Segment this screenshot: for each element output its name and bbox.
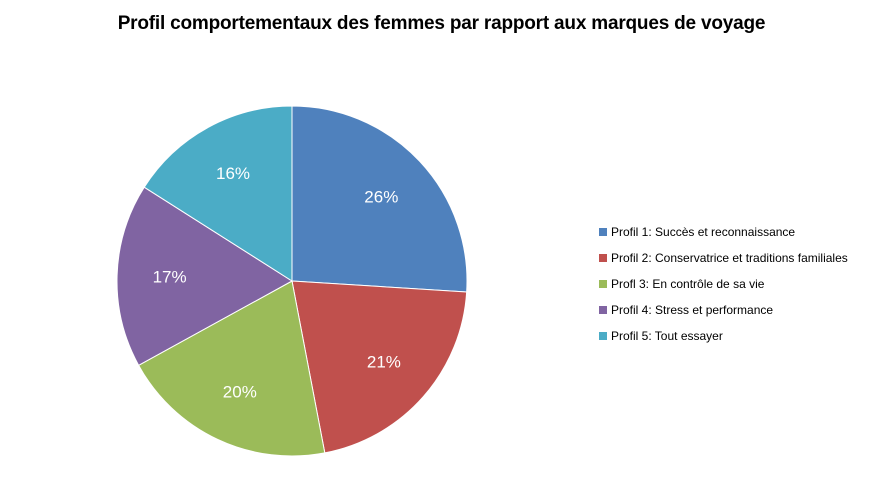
legend-swatch-profil-2 [599, 254, 607, 262]
legend: Profil 1: Succès et reconnaissance Profi… [599, 219, 848, 349]
pie-slice-profil-5 [143, 105, 293, 282]
legend-swatch-profil-1 [599, 228, 607, 236]
pie-slice-profil-2 [291, 280, 468, 454]
legend-label-profil-5: Profil 5: Tout essayer [611, 329, 723, 343]
data-label-profil-3: 20% [223, 382, 257, 401]
legend-label-profil-3: Profl 3: En contrôle de sa vie [611, 277, 765, 291]
legend-swatch-profil-3 [599, 280, 607, 288]
data-label-profil-4: 17% [153, 268, 187, 287]
legend-label-profil-2: Profil 2: Conservatrice et traditions fa… [611, 251, 848, 265]
pie-slice-profil-4 [116, 186, 293, 366]
legend-label-profil-4: Profil 4: Stress et performance [611, 303, 774, 317]
legend-item-profil-4: Profil 4: Stress et performance [599, 297, 848, 323]
data-label-profil-1: 26% [364, 188, 398, 207]
pie-slices [116, 105, 468, 457]
pie-slice-profil-3 [137, 280, 326, 457]
data-label-profil-2: 21% [367, 353, 401, 372]
legend-swatch-profil-5 [599, 332, 607, 340]
legend-item-profil-3: Profl 3: En contrôle de sa vie [599, 271, 848, 297]
pie-slice-profil-1 [291, 105, 468, 293]
legend-item-profil-1: Profil 1: Succès et reconnaissance [599, 219, 848, 245]
legend-swatch-profil-4 [599, 306, 607, 314]
legend-label-profil-1: Profil 1: Succès et reconnaissance [611, 225, 796, 239]
data-label-profil-5: 16% [216, 164, 250, 183]
chart-title: Profil comportementaux des femmes par ra… [117, 13, 766, 34]
pie-data-labels: 26% 21% 20% 17% 16% [153, 164, 401, 401]
legend-item-profil-2: Profil 2: Conservatrice et traditions fa… [599, 245, 848, 271]
legend-item-profil-5: Profil 5: Tout essayer [599, 323, 848, 349]
